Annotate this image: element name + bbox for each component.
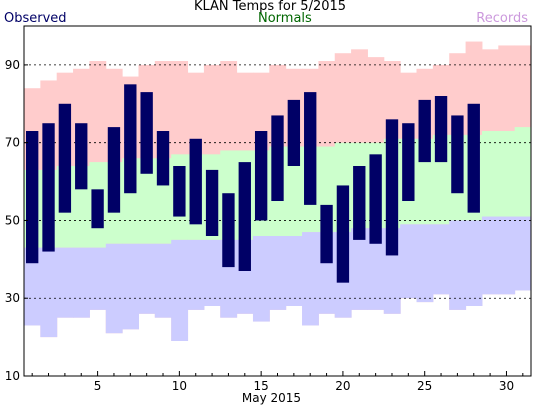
- records-low-band-day-6: [105, 243, 123, 334]
- y-tick-label-70: 70: [5, 136, 20, 150]
- observed-bar-day-2: [42, 123, 55, 252]
- records-low-band-day-1: [24, 247, 41, 326]
- observed-bar-day-10: [173, 166, 186, 217]
- normals-band-day-8: [138, 158, 156, 244]
- observed-bar-day-15: [254, 131, 268, 221]
- observed-bar-day-16: [271, 115, 284, 201]
- observed-bar-day-12: [205, 169, 219, 236]
- observed-bar-day-5: [91, 189, 104, 229]
- normals-band-day-30: [498, 131, 516, 217]
- records-low-band-day-21: [351, 228, 368, 310]
- records-low-band-day-24: [400, 224, 418, 299]
- records-low-band-day-4: [73, 247, 90, 318]
- x-tick-label-10: 10: [172, 379, 187, 393]
- records-low-band-day-30: [498, 216, 516, 295]
- observed-bar-day-17: [287, 99, 301, 166]
- y-tick-label-30: 30: [5, 291, 20, 305]
- records-low-band-day-25: [416, 224, 434, 303]
- chart-title: KLAN Temps for 5/2015: [193, 0, 347, 14]
- observed-bar-day-26: [434, 96, 448, 163]
- records-low-band-day-17: [285, 236, 303, 306]
- observed-bar-day-25: [418, 99, 431, 163]
- records-low-band-day-22: [367, 228, 385, 310]
- records-low-band-day-3: [56, 247, 74, 318]
- observed-bar-day-14: [238, 162, 251, 271]
- records-low-band-day-28: [465, 220, 483, 306]
- records-low-band-day-16: [269, 236, 287, 310]
- y-tick-label-10: 10: [5, 369, 20, 383]
- observed-bar-day-8: [140, 92, 153, 174]
- x-tick-label-20: 20: [335, 379, 350, 393]
- observed-bar-day-18: [304, 92, 317, 205]
- x-axis-label: May 2015: [242, 391, 301, 405]
- x-tick-label-15: 15: [254, 379, 269, 393]
- observed-bar-day-9: [156, 131, 170, 186]
- records-low-band-day-5: [89, 247, 107, 310]
- normals-band-day-29: [481, 131, 499, 217]
- observed-bar-day-3: [58, 103, 72, 213]
- observed-bar-day-28: [467, 103, 480, 213]
- observed-bar-day-11: [189, 138, 202, 225]
- observed-bar-day-23: [385, 119, 399, 256]
- observed-bar-day-4: [75, 123, 88, 190]
- records-low-band-day-29: [481, 216, 499, 295]
- observed-bar-day-13: [222, 193, 235, 268]
- observed-bar-day-21: [353, 166, 366, 240]
- records-low-band-day-10: [171, 239, 189, 341]
- records-low-band-day-7: [122, 243, 139, 330]
- legend-normals: Normals: [258, 11, 312, 26]
- records-low-band-day-18: [302, 232, 319, 326]
- normals-band-day-31: [514, 127, 532, 217]
- records-low-band-day-12: [203, 239, 221, 306]
- observed-bar-day-19: [320, 204, 333, 264]
- observed-bar-day-1: [26, 131, 39, 264]
- observed-bar-day-7: [124, 84, 137, 194]
- normals-band-day-17: [285, 146, 303, 236]
- x-tick-label-25: 25: [417, 379, 432, 393]
- y-tick-label-50: 50: [5, 213, 20, 227]
- records-low-band-day-2: [40, 247, 58, 338]
- records-low-band-day-31: [514, 216, 532, 291]
- y-tick-label-90: 90: [5, 58, 20, 72]
- records-low-band-day-9: [154, 243, 172, 318]
- observed-bar-day-24: [402, 123, 415, 201]
- observed-bar-day-6: [107, 127, 121, 213]
- x-tick-label-5: 5: [94, 379, 102, 393]
- legend-observed: Observed: [4, 11, 67, 26]
- records-low-band-day-26: [432, 224, 450, 295]
- legend-records: Records: [476, 11, 528, 26]
- observed-bar-day-22: [369, 154, 382, 244]
- observed-bar-day-27: [451, 115, 464, 194]
- records-low-band-day-8: [138, 243, 156, 314]
- observed-bar-day-20: [336, 185, 350, 283]
- records-low-band-day-27: [449, 220, 467, 310]
- records-low-band-day-11: [187, 239, 205, 310]
- records-low-band-day-15: [252, 236, 270, 322]
- x-tick-label-30: 30: [499, 379, 514, 393]
